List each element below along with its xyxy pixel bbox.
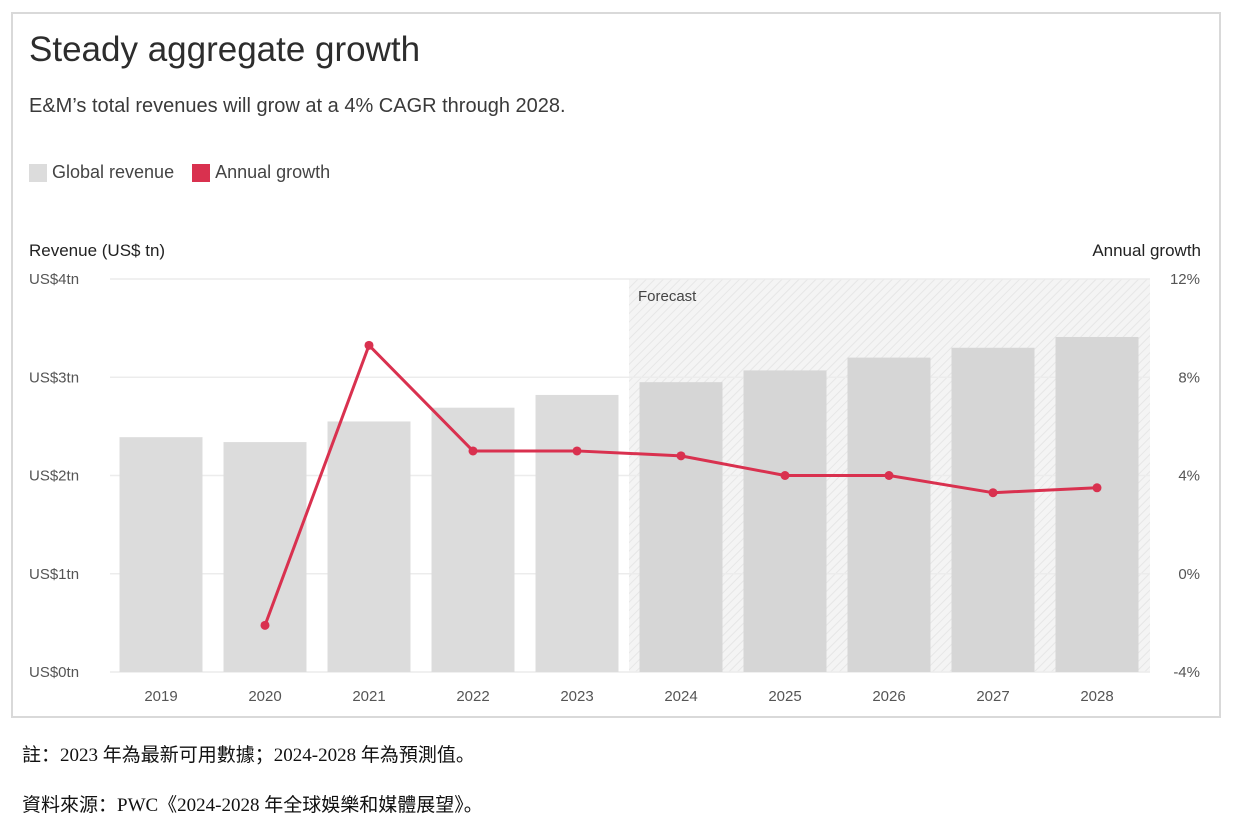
right-tick-label: 0% xyxy=(1178,566,1200,583)
x-tick-label: 2027 xyxy=(976,688,1009,705)
growth-point-2027 xyxy=(988,488,998,498)
left-axis-title: Revenue (US$ tn) xyxy=(29,241,166,260)
growth-point-2022 xyxy=(468,446,478,456)
legend-swatch xyxy=(192,163,211,182)
x-tick-label: 2024 xyxy=(664,688,697,705)
legend-item-global-revenue: Global revenue xyxy=(29,162,174,183)
chart-subtitle: E&M’s total revenues will grow at a 4% C… xyxy=(29,95,566,117)
left-tick-label: US$1tn xyxy=(29,566,79,583)
x-tick-label: 2020 xyxy=(248,688,281,705)
footnote: 註：2023 年為最新可用數據；2024-2028 年為預測值。 xyxy=(22,745,475,766)
growth-point-2021 xyxy=(364,340,374,350)
bar-2020 xyxy=(223,442,307,672)
right-tick-label: -4% xyxy=(1173,664,1200,681)
right-axis-title: Annual growth xyxy=(1092,241,1201,260)
bar-2021 xyxy=(327,421,411,672)
chart-title: Steady aggregate growth xyxy=(29,30,421,69)
bar-2024 xyxy=(639,382,723,672)
left-tick-label: US$0tn xyxy=(29,664,79,681)
chart-frame xyxy=(11,12,1221,718)
source-note: 資料來源：PWC《2024-2028 年全球娛樂和媒體展望》。 xyxy=(22,795,483,816)
bar-2025 xyxy=(743,370,827,672)
x-tick-label: 2026 xyxy=(872,688,905,705)
left-tick-label: US$4tn xyxy=(29,271,79,288)
left-tick-label: US$2tn xyxy=(29,468,79,485)
bar-2019 xyxy=(119,437,203,672)
right-tick-label: 8% xyxy=(1178,369,1200,386)
right-tick-label: 12% xyxy=(1170,271,1200,288)
growth-point-2024 xyxy=(676,451,686,461)
x-tick-label: 2021 xyxy=(352,688,385,705)
legend-label: Annual growth xyxy=(215,162,331,182)
growth-point-2020 xyxy=(260,620,270,630)
legend-label: Global revenue xyxy=(52,162,175,182)
bar-2023 xyxy=(535,394,619,672)
legend: Global revenue Annual growth xyxy=(29,162,330,183)
legend-swatch xyxy=(29,163,47,182)
x-tick-label: 2019 xyxy=(144,688,177,705)
growth-point-2023 xyxy=(572,446,582,456)
growth-point-2026 xyxy=(884,471,894,480)
growth-point-2025 xyxy=(780,471,790,480)
forecast-label: Forecast xyxy=(638,288,697,305)
bar-2027 xyxy=(951,347,1035,672)
x-tick-label: 2022 xyxy=(456,688,489,705)
x-tick-label: 2025 xyxy=(768,688,801,705)
left-tick-label: US$3tn xyxy=(29,369,79,386)
bar-2028 xyxy=(1055,336,1139,672)
bar-2026 xyxy=(847,357,931,672)
growth-point-2028 xyxy=(1092,483,1102,493)
right-tick-label: 4% xyxy=(1178,468,1200,485)
x-tick-label: 2028 xyxy=(1080,688,1113,705)
legend-item-annual-growth: Annual growth xyxy=(192,162,330,183)
x-tick-label: 2023 xyxy=(560,688,593,705)
